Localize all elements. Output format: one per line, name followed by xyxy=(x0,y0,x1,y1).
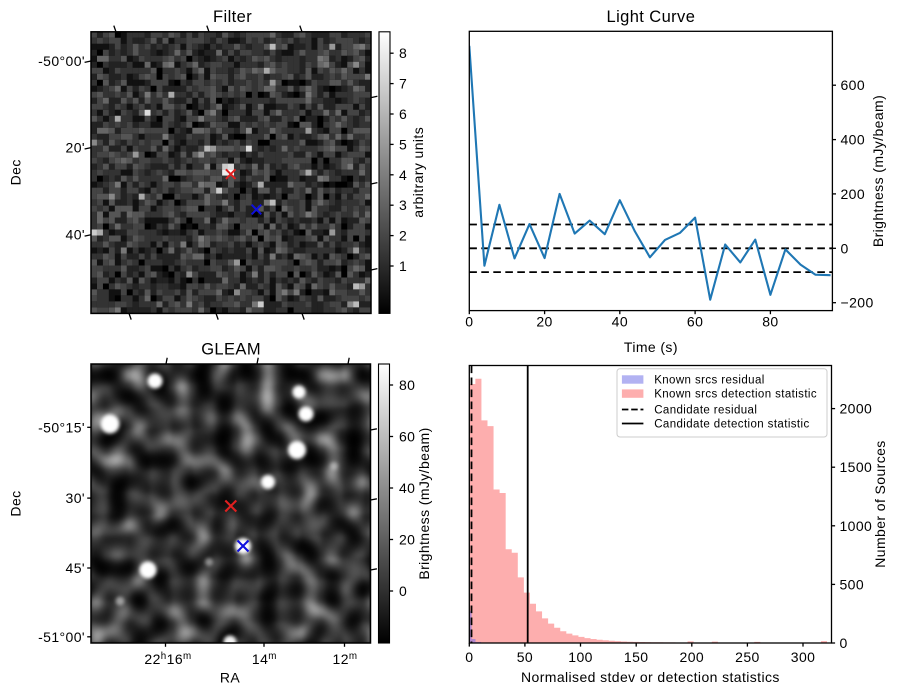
svg-text:Known srcs detection statistic: Known srcs detection statistic xyxy=(654,389,817,401)
svg-text:500: 500 xyxy=(840,576,865,592)
svg-text:Known srcs residual: Known srcs residual xyxy=(654,375,765,387)
svg-text:60: 60 xyxy=(399,429,415,445)
svg-text:Brightness (mJy/beam): Brightness (mJy/beam) xyxy=(416,427,432,579)
svg-text:80: 80 xyxy=(399,377,415,393)
svg-text:0: 0 xyxy=(465,313,473,329)
svg-text:250: 250 xyxy=(735,649,760,665)
svg-text:−200: −200 xyxy=(841,295,874,311)
svg-text:22h16m: 22h16m xyxy=(144,651,191,667)
svg-text:Light Curve: Light Curve xyxy=(607,8,696,26)
svg-text:-50°00': -50°00' xyxy=(38,53,85,69)
svg-text:0: 0 xyxy=(840,635,848,651)
svg-text:Dec: Dec xyxy=(8,159,24,185)
svg-text:200: 200 xyxy=(680,649,705,665)
svg-text:20: 20 xyxy=(536,313,552,329)
svg-text:400: 400 xyxy=(841,132,866,148)
svg-text:3: 3 xyxy=(399,197,407,213)
svg-text:Normalised stdev or detection: Normalised stdev or detection statistics xyxy=(521,669,780,685)
svg-text:30': 30' xyxy=(66,490,85,506)
svg-text:45': 45' xyxy=(66,560,85,576)
svg-text:200: 200 xyxy=(841,186,866,202)
svg-text:8: 8 xyxy=(399,45,407,61)
svg-text:0: 0 xyxy=(841,240,849,256)
svg-text:150: 150 xyxy=(624,649,649,665)
svg-text:80: 80 xyxy=(762,313,778,329)
svg-text:40: 40 xyxy=(399,480,415,496)
svg-text:arbitrary units: arbitrary units xyxy=(410,127,426,218)
svg-text:Candidate residual: Candidate residual xyxy=(654,405,757,417)
svg-text:4: 4 xyxy=(399,167,407,183)
svg-text:Dec: Dec xyxy=(8,490,24,516)
svg-text:GLEAM: GLEAM xyxy=(201,340,261,358)
svg-text:7: 7 xyxy=(399,76,407,92)
svg-text:2000: 2000 xyxy=(840,401,873,417)
svg-text:Filter: Filter xyxy=(213,8,252,26)
svg-text:20': 20' xyxy=(66,140,85,156)
svg-text:Candidate detection statistic: Candidate detection statistic xyxy=(654,419,809,431)
svg-text:300: 300 xyxy=(791,649,816,665)
svg-text:20: 20 xyxy=(399,532,415,548)
svg-text:RA: RA xyxy=(220,670,241,686)
svg-text:2: 2 xyxy=(399,228,407,244)
svg-text:1500: 1500 xyxy=(840,459,873,475)
svg-text:50: 50 xyxy=(517,649,533,665)
svg-text:1000: 1000 xyxy=(840,518,873,534)
svg-text:Brightness (mJy/beam): Brightness (mJy/beam) xyxy=(870,95,886,247)
svg-text:Time (s): Time (s) xyxy=(624,339,678,355)
svg-text:Number of Sources: Number of Sources xyxy=(872,440,888,567)
svg-text:-51°00': -51°00' xyxy=(38,629,85,645)
svg-text:40: 40 xyxy=(612,313,628,329)
svg-text:100: 100 xyxy=(568,649,593,665)
svg-text:-50°15': -50°15' xyxy=(38,419,85,435)
svg-text:600: 600 xyxy=(841,77,866,93)
svg-text:6: 6 xyxy=(399,106,407,122)
svg-text:0: 0 xyxy=(399,583,407,599)
svg-text:60: 60 xyxy=(687,313,703,329)
svg-text:1: 1 xyxy=(399,258,407,274)
svg-text:5: 5 xyxy=(399,136,407,152)
svg-text:40': 40' xyxy=(66,227,85,243)
svg-text:0: 0 xyxy=(465,649,473,665)
